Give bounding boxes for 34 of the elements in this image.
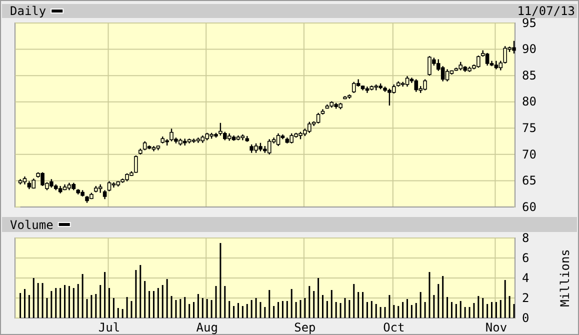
legend-label: Volume — [10, 218, 54, 232]
y-tick-label: 6 — [522, 250, 530, 265]
candlestick — [290, 132, 294, 144]
y-tick-label: 85 — [522, 68, 536, 82]
x-tick-label: Nov — [485, 320, 508, 335]
legend-label: Daily — [10, 4, 46, 18]
candlestick — [267, 138, 272, 156]
text: 11/07/13 — [517, 4, 575, 18]
y-tick-label: 80 — [522, 94, 536, 109]
y-tick-label: 0 — [522, 310, 530, 325]
x-tick-label: Jul — [98, 320, 120, 335]
y-axis-title: Millions — [558, 249, 572, 307]
candlestick — [107, 180, 112, 192]
candlestick — [316, 112, 320, 124]
candlestick — [405, 75, 410, 88]
candlestick — [440, 66, 445, 82]
y-tick-label: 2 — [522, 290, 530, 305]
candlestick — [276, 132, 280, 147]
y-tick-label: 60 — [522, 200, 536, 214]
x-tick-label: Oct — [383, 320, 405, 335]
candlestick — [414, 78, 418, 92]
y-tick-label: 75 — [522, 120, 536, 135]
y-tick-label: 65 — [522, 174, 536, 188]
candlestick — [352, 81, 356, 94]
y-tick-label: 90 — [522, 42, 536, 56]
y-tick-label: 4 — [522, 270, 530, 285]
candlestick — [134, 154, 138, 174]
x-tick-label: Sep — [294, 320, 316, 335]
y-tick-label: 95 — [522, 16, 536, 30]
y-tick-label: 8 — [522, 230, 530, 245]
x-tick-label: Aug — [196, 320, 218, 335]
y-tick-label: 70 — [522, 147, 536, 162]
candlestick — [445, 68, 450, 82]
candlestick — [485, 52, 490, 66]
